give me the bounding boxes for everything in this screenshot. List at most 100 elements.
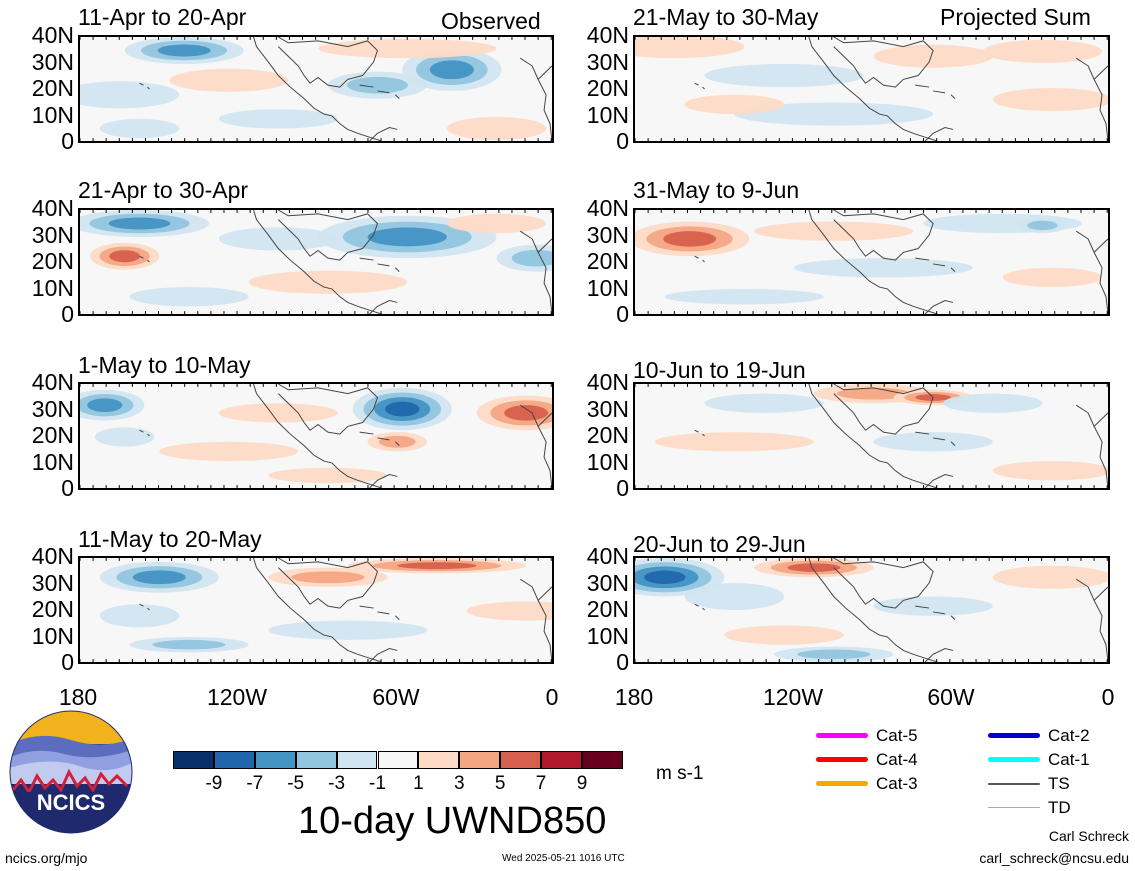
map-panel-7 <box>633 382 1110 490</box>
map-panel-8 <box>633 556 1110 664</box>
lat-label: 0 <box>61 475 74 501</box>
colorbar-tick-label: -7 <box>246 773 264 794</box>
lon-label-0-right: 0 <box>1101 684 1115 710</box>
lat-label: 40N <box>31 543 74 569</box>
map-panel-5 <box>633 35 1110 143</box>
lat-label: 10N <box>586 101 629 128</box>
lat-label: 10N <box>31 274 74 301</box>
lat-label: 0 <box>61 128 74 154</box>
footer-email[interactable]: carl_schreck@ncsu.edu <box>979 850 1129 866</box>
colorbar-swatch <box>582 751 623 769</box>
legend-line <box>988 733 1040 738</box>
lat-label: 0 <box>616 649 629 675</box>
lat-label: 40N <box>31 369 74 395</box>
lat-label: 20N <box>31 75 74 101</box>
colorbar-swatch <box>459 751 501 769</box>
colorbar-swatch <box>500 751 542 769</box>
panel-title-2: 21-Apr to 30-Apr <box>78 177 249 203</box>
lat-label: 30N <box>31 221 74 248</box>
colorbar-tick-label: 9 <box>576 773 588 794</box>
lat-label: 0 <box>616 128 629 154</box>
lat-label: 30N <box>31 569 74 596</box>
lat-label: 0 <box>61 649 74 675</box>
logo-text: NCICS <box>37 790 105 815</box>
legend-line <box>988 757 1040 762</box>
lat-label: 10N <box>586 448 629 475</box>
colorbar-tick-label: -9 <box>205 773 223 794</box>
colorbar-swatch <box>377 751 419 769</box>
legend-line <box>988 807 1040 808</box>
lat-label: 20N <box>31 248 74 274</box>
map-panel-4 <box>78 556 554 664</box>
footer-url[interactable]: ncics.org/mjo <box>5 850 88 866</box>
legend-label: TD <box>1048 798 1071 817</box>
legend-line <box>988 783 1040 785</box>
lon-label-0-left: 0 <box>545 684 559 710</box>
projected-sum-header: Projected Sum <box>940 4 1091 30</box>
colorbar-swatch <box>173 751 214 769</box>
lat-label: 20N <box>31 422 74 448</box>
lat-label: 0 <box>61 301 74 327</box>
legend-label: Cat-4 <box>876 750 918 769</box>
colorbar-swatch <box>254 751 296 769</box>
colorbar-swatch <box>418 751 460 769</box>
lat-label: 20N <box>586 596 629 622</box>
lat-label: 10N <box>31 101 74 128</box>
panel-title-4: 11-May to 20-May <box>78 526 262 552</box>
colorbar-tick-label: 1 <box>413 773 424 794</box>
colorbar-swatch <box>213 751 255 769</box>
lat-label: 40N <box>586 543 629 569</box>
lat-label: 30N <box>586 221 629 248</box>
lon-label-180-right: 180 <box>614 684 654 710</box>
colorbar-tick-label: -5 <box>287 773 305 794</box>
lat-label: 20N <box>586 422 629 448</box>
lat-label: 30N <box>586 569 629 596</box>
lon-label-120w-left: 120W <box>206 684 268 710</box>
panel-title-6: 31-May to 9-Jun <box>633 177 800 203</box>
lat-label: 10N <box>586 274 629 301</box>
lat-label: 40N <box>586 369 629 395</box>
lat-label: 10N <box>31 448 74 475</box>
panel-title-1: 11-Apr to 20-Apr <box>78 4 247 30</box>
colorbar-units: m s-1 <box>656 763 704 784</box>
lat-label: 40N <box>586 195 629 221</box>
colorbar-tick-label: -1 <box>369 773 386 794</box>
lat-label: 20N <box>586 248 629 274</box>
lat-label: 30N <box>31 48 74 75</box>
lat-label: 20N <box>586 75 629 101</box>
colorbar-tick-label: 7 <box>535 773 547 794</box>
lat-label: 0 <box>616 301 629 327</box>
lon-label-120w-right: 120W <box>762 684 824 710</box>
lat-label: 30N <box>31 395 74 422</box>
legend-label: TS <box>1048 774 1070 793</box>
colorbar-tick-label: 3 <box>454 773 465 794</box>
observed-header: Observed <box>441 8 541 34</box>
legend-line <box>816 733 868 738</box>
lon-label-180-left: 180 <box>58 684 98 710</box>
map-panel-3 <box>78 382 554 490</box>
legend-label: Cat-5 <box>876 726 918 745</box>
panel-title-3: 1-May to 10-May <box>78 352 251 378</box>
legend-label: Cat-1 <box>1048 750 1090 769</box>
colorbar-swatch <box>295 751 337 769</box>
main-title: 10-day UWND850 <box>298 800 607 842</box>
panel-title-8: 20-Jun to 29-Jun <box>633 531 806 557</box>
colorbar-tick-label: -3 <box>328 773 346 794</box>
legend-line <box>816 757 868 762</box>
lat-label: 30N <box>586 48 629 75</box>
map-panel-2 <box>78 208 554 316</box>
footer-timestamp: Wed 2025-05-21 1016 UTC <box>502 853 625 864</box>
lat-label: 20N <box>31 596 74 622</box>
lon-label-60w-left: 60W <box>372 684 420 710</box>
lon-label-60w-right: 60W <box>927 684 975 710</box>
map-panel-6 <box>633 208 1110 316</box>
panel-title-7: 10-Jun to 19-Jun <box>633 357 806 383</box>
colorbar-tick-label: 5 <box>494 773 506 794</box>
lat-label: 30N <box>586 395 629 422</box>
lat-label: 40N <box>31 22 74 48</box>
legend-label: Cat-3 <box>876 774 918 793</box>
lat-label: 10N <box>586 622 629 649</box>
ncics-logo: NCICS <box>9 710 133 834</box>
map-panel-1 <box>78 35 554 143</box>
legend-label: Cat-2 <box>1048 726 1090 745</box>
